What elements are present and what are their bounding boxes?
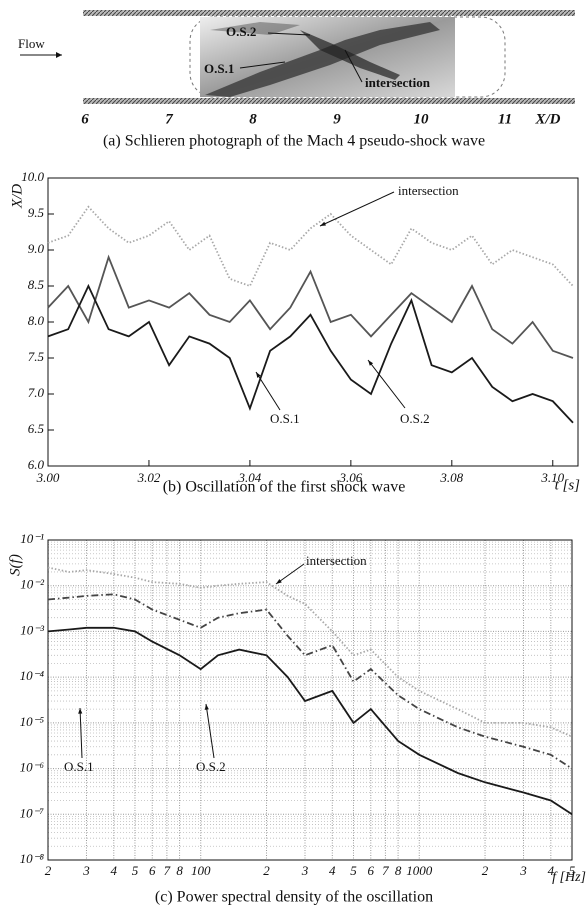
x-tick-label: 8 <box>395 863 402 878</box>
annotation-arrow <box>367 359 406 409</box>
x-tick-label: 6 <box>81 111 89 127</box>
caption: (c) Power spectral density of the oscill… <box>155 889 433 906</box>
y-tick-label: 10.0 <box>21 169 44 184</box>
annotation: O.S.2 <box>400 411 430 426</box>
annotation-leader <box>267 32 311 36</box>
x-tick-label: 10 <box>414 111 430 127</box>
x-tick-label: 4 <box>548 863 555 878</box>
y-tick-label: 10⁻² <box>20 577 45 592</box>
minor-grid <box>48 541 572 847</box>
y-tick-label: 8.0 <box>28 313 45 328</box>
y-tick-label: 10⁻⁷ <box>20 805 45 820</box>
schlieren-photo <box>20 10 575 104</box>
annotation-arrow <box>319 191 395 227</box>
series-line <box>47 566 573 738</box>
y-tick-label: 10⁻¹ <box>20 531 44 546</box>
annotation: O.S.2 <box>196 759 226 774</box>
x-tick-label: 3.08 <box>439 470 463 485</box>
y-tick-label: 7.0 <box>28 385 45 400</box>
y-tick-label: 8.5 <box>28 277 45 292</box>
y-axis-label: X/D <box>9 184 25 209</box>
y-tick-label: 9.0 <box>28 241 45 256</box>
annotation-arrow <box>275 563 305 585</box>
annotation: intersection <box>398 183 459 198</box>
x-tick-label: 1000 <box>406 863 433 878</box>
annotation: O.S.2 <box>226 24 256 39</box>
x-tick-label: 3 <box>301 863 309 878</box>
plot-frame <box>47 177 579 467</box>
annotation: O.S.1 <box>204 61 234 76</box>
series-line <box>47 593 573 770</box>
x-axis-label: X/D <box>534 111 560 127</box>
annotation-leader <box>344 49 363 83</box>
y-tick-label: 9.5 <box>28 205 45 220</box>
caption: (a) Schlieren photograph of the Mach 4 p… <box>103 133 485 150</box>
y-tick-label: 10⁻⁴ <box>20 668 45 683</box>
annotation: Flow <box>18 36 45 51</box>
annotation: intersection <box>365 75 431 90</box>
series-line <box>47 283 574 424</box>
series-line <box>47 254 574 359</box>
y-tick-label: 10⁻⁸ <box>20 851 45 866</box>
y-tick-label: 6.5 <box>28 421 45 436</box>
y-tick-label: 10⁻⁶ <box>20 760 45 775</box>
series-line <box>47 626 573 816</box>
annotation: intersection <box>306 553 367 568</box>
x-tick-label: 2 <box>482 863 489 878</box>
x-tick-label: 100 <box>191 863 211 878</box>
annotation: O.S.1 <box>64 759 94 774</box>
x-tick-label: 9 <box>333 111 341 127</box>
x-tick-label: 7 <box>382 863 389 878</box>
annotation: O.S.1 <box>270 411 300 426</box>
x-axis-label: t [s] <box>555 477 581 493</box>
x-tick-label: 3 <box>519 863 527 878</box>
x-tick-label: 6 <box>149 863 156 878</box>
x-tick-label: 6 <box>368 863 375 878</box>
y-tick-label: 10⁻³ <box>20 622 45 637</box>
x-tick-label: 3.06 <box>338 470 362 485</box>
x-tick-label: 3.02 <box>137 470 161 485</box>
x-tick-label: 2 <box>263 863 270 878</box>
series-line <box>47 205 574 288</box>
y-tick-label: 7.5 <box>28 349 45 364</box>
annotation-arrowhead <box>78 708 83 714</box>
annotation-arrowhead <box>368 360 374 366</box>
caption: (b) Oscillation of the first shock wave <box>163 479 406 496</box>
plot-frame <box>47 539 573 861</box>
x-tick-label: 3.00 <box>36 470 60 485</box>
x-tick-label: 7 <box>164 863 171 878</box>
x-tick-label: 5 <box>569 863 576 878</box>
x-tick-label: 3.04 <box>238 470 262 485</box>
x-axis-label: f [Hz] <box>552 870 586 885</box>
x-tick-label: 8 <box>176 863 183 878</box>
annotation-arrow <box>79 707 83 759</box>
x-tick-label: 11 <box>498 111 512 127</box>
x-tick-label: 8 <box>249 111 257 127</box>
annotation-arrow <box>205 703 215 759</box>
annotation-arrowhead <box>256 372 261 378</box>
y-axis-label: S(f) <box>7 554 23 576</box>
annotation-leader <box>239 61 286 69</box>
annotation-arrowhead <box>276 579 282 584</box>
annotation-arrowhead <box>320 221 326 226</box>
x-tick-label: 7 <box>165 111 173 127</box>
x-tick-label: 4 <box>329 863 336 878</box>
x-tick-label: 3.10 <box>540 470 564 485</box>
x-tick-label: 5 <box>350 863 357 878</box>
y-tick-label: 6.0 <box>28 457 45 472</box>
x-tick-label: 5 <box>132 863 139 878</box>
y-tick-label: 10⁻⁵ <box>20 714 45 729</box>
annotation-arrowhead <box>204 704 209 710</box>
x-tick-label: 4 <box>111 863 118 878</box>
annotation-arrow <box>255 371 281 411</box>
x-tick-label: 2 <box>45 863 52 878</box>
x-tick-label: 3 <box>82 863 90 878</box>
